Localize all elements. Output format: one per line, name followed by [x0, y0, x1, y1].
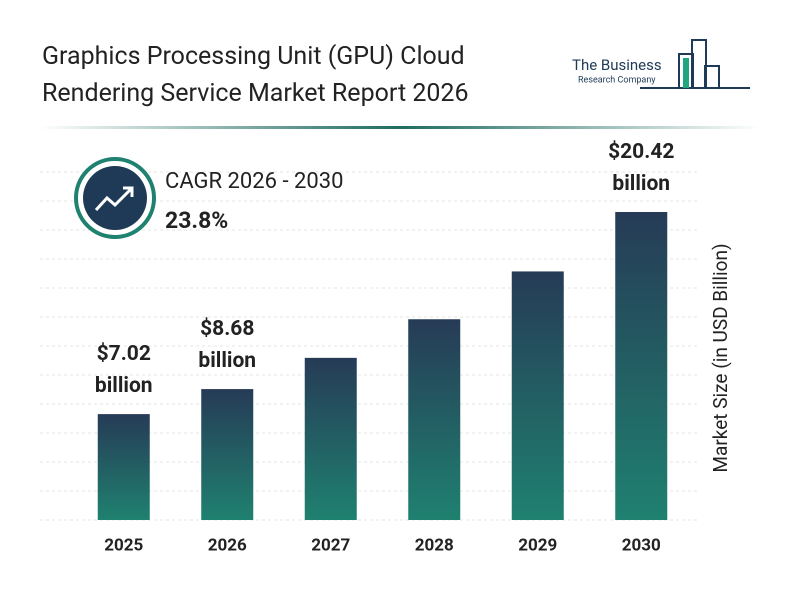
bar [304, 357, 357, 520]
bar [97, 414, 150, 520]
data-label: $8.68 billion [198, 317, 256, 373]
logo-text: The Business [572, 56, 662, 74]
x-tick-label: 2026 [208, 535, 247, 555]
x-tick-label: 2027 [311, 535, 350, 555]
trend-icon-arrow [123, 186, 134, 197]
bar [408, 319, 461, 520]
x-tick-label: 2029 [518, 535, 557, 555]
x-tick-label: 2030 [622, 535, 661, 555]
data-label: $20.42 billion [608, 140, 674, 196]
x-tick-label: 2025 [104, 535, 143, 555]
trend-icon [94, 187, 133, 212]
bar [615, 212, 668, 520]
bar [511, 271, 564, 520]
logo-subtext: Research Company [578, 75, 656, 85]
logo-graphic [640, 39, 750, 89]
y-axis-label: Market Size (in USD Billion) [709, 243, 732, 472]
cagr-badge-inner [83, 166, 147, 230]
bar [201, 389, 254, 520]
divider [40, 126, 760, 129]
x-tick-label: 2028 [415, 535, 454, 555]
data-label: $7.02 billion [95, 342, 153, 398]
chart-title: Graphics Processing Unit (GPU) Cloud Ren… [42, 42, 469, 108]
cagr-label: CAGR 2026 - 2030 [165, 169, 343, 194]
cagr-value: 23.8% [165, 207, 228, 234]
